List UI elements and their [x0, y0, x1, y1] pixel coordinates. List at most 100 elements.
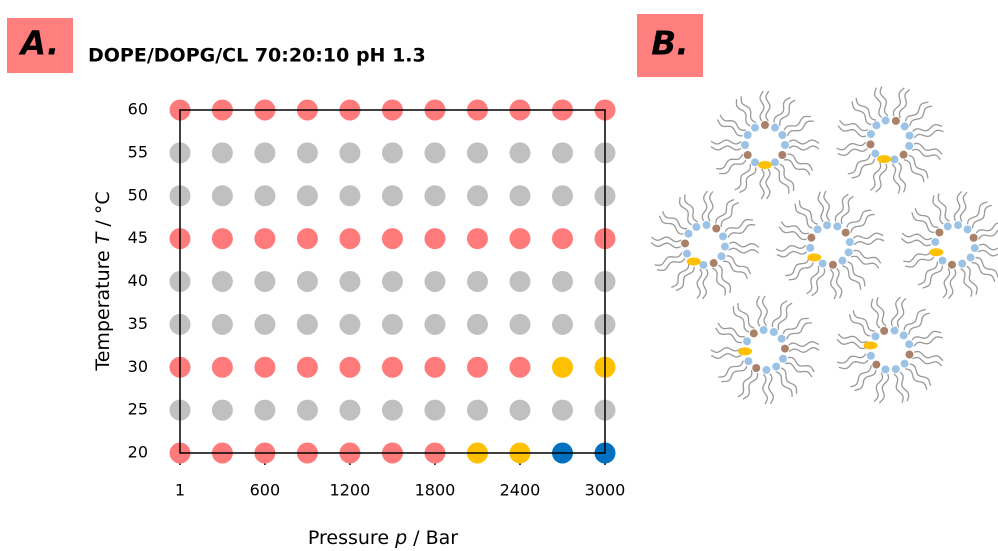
lipid-head [899, 331, 908, 340]
chart-title: DOPE/DOPG/CL 70:20:10 pH 1.3 [88, 45, 426, 67]
lipid-tail [829, 268, 837, 300]
point [254, 142, 276, 164]
lipid-tail [838, 359, 869, 370]
lipid-tail [901, 232, 933, 241]
point [296, 185, 318, 207]
lipid-head [709, 259, 718, 268]
point [424, 185, 446, 207]
lipid-tail [710, 353, 742, 359]
lipid-head [771, 158, 779, 167]
lipid-tail [759, 90, 765, 122]
lipid-head [966, 253, 975, 262]
lipid-tail [702, 268, 709, 300]
point [296, 228, 318, 250]
lipid-tail [788, 346, 820, 353]
lipid-head [900, 122, 909, 131]
point [296, 142, 318, 164]
lipid-tail [710, 145, 742, 151]
y-label-part: Temperature [92, 250, 114, 371]
lipid-head [681, 239, 690, 248]
lipid-tail [971, 261, 996, 282]
x-tick-label: 2400 [500, 481, 541, 500]
lipid-tail [891, 163, 901, 194]
lipid-tail [788, 262, 814, 281]
point [424, 313, 446, 335]
lipid-tail [942, 267, 951, 299]
lipid-tail [966, 201, 988, 225]
point [551, 185, 573, 207]
lipid-tail [908, 312, 930, 335]
lipid-tail [719, 114, 746, 131]
lipid-tail [651, 236, 682, 243]
lipid-tail [684, 194, 698, 223]
lipid-tail [869, 161, 882, 191]
lipid-head [738, 347, 753, 356]
lipid-tail [852, 232, 884, 240]
point [551, 399, 573, 421]
lipid-tail [739, 167, 757, 194]
point [424, 356, 446, 378]
lipid-tail [873, 372, 884, 403]
micelle-illustration [650, 86, 998, 405]
lipid-tail [947, 268, 957, 300]
lipid-head [891, 116, 900, 125]
point [551, 313, 573, 335]
lipid-head [866, 351, 875, 360]
lipid-tail [837, 148, 868, 157]
lipid-tail [724, 218, 754, 233]
lipid-head [905, 350, 914, 359]
lipid-tail [785, 362, 813, 378]
point [296, 399, 318, 421]
x-axis-label: Pressure p / Bar [308, 527, 458, 549]
lipid-head [931, 237, 940, 246]
lipid-tail [918, 261, 939, 286]
lipid-tail [909, 363, 932, 386]
lipid-head [780, 344, 789, 353]
lipid-tail [846, 209, 872, 228]
y-tick-label: 25 [128, 400, 148, 419]
lipid-tail [726, 255, 752, 275]
lipid-tail [787, 153, 814, 171]
y-axis-label: Temperature T / °C [92, 191, 114, 371]
lipid-head [905, 340, 914, 349]
lipid-head [699, 260, 708, 269]
lipid-tail [701, 190, 708, 222]
point [424, 399, 446, 421]
lipid-tail [777, 302, 793, 330]
point [381, 271, 403, 292]
lipid-tail [908, 154, 929, 179]
lipid-tail [737, 303, 755, 329]
point [211, 185, 233, 207]
point [339, 356, 361, 378]
lipid-tail [850, 255, 880, 269]
lipid-tail [878, 373, 890, 404]
point [296, 356, 318, 378]
lipid-tail [904, 101, 929, 122]
lipid-tail [707, 191, 714, 222]
lipid-tail [727, 224, 756, 238]
lipid-tail [734, 164, 751, 191]
y-tick-label: 50 [128, 185, 148, 204]
lipid-tail [717, 264, 732, 294]
panel-label-box [7, 18, 73, 73]
lipid-tail [911, 330, 942, 341]
lipid-head [828, 260, 837, 269]
lipid-tail [780, 367, 798, 394]
lipid-tail [837, 353, 867, 364]
lipid-tail [762, 373, 769, 405]
point [466, 271, 488, 292]
lipid-tail [848, 314, 871, 337]
x-tick-label: 1 [175, 481, 185, 500]
point [424, 271, 446, 292]
lipid-tail [853, 238, 885, 246]
lipid-head [947, 260, 956, 269]
lipid-tail [817, 191, 825, 223]
lipid-head [682, 249, 691, 258]
lipid-tail [937, 193, 950, 222]
lipid-tail [783, 115, 811, 131]
lipid-tail [775, 371, 793, 397]
lipid-tail [850, 213, 875, 233]
point [509, 313, 531, 335]
y-tick-label: 35 [128, 314, 148, 333]
